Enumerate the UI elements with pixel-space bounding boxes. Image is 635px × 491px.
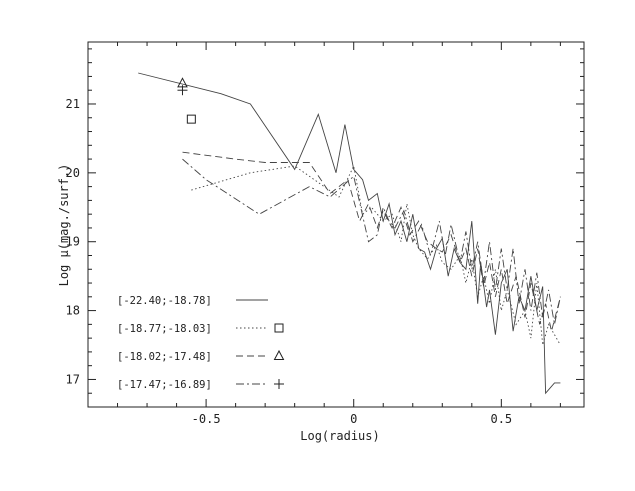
series-line-4: [182, 158, 561, 325]
legend-marker-2: [274, 323, 284, 333]
x-tick-label: 0.5: [490, 412, 512, 426]
y-axis-label: Log μ(mag./surf.): [57, 164, 71, 287]
y-tick-label: 21: [66, 97, 80, 111]
x-tick-label: -0.5: [192, 412, 221, 426]
series-marker-2: [186, 114, 196, 124]
series-line-1: [138, 72, 561, 395]
y-tick-label: 17: [66, 372, 80, 386]
legend: [-22.40;-18.78] [-18.77;-18.03] [-18.02;-1…: [117, 295, 285, 391]
y-tick-label: 20: [66, 166, 80, 180]
legend-label-3: [-18.02;-17.48]: [117, 351, 212, 363]
series-line-2: [191, 164, 561, 346]
series-line-3: [182, 151, 561, 332]
x-axis-label: Log(radius): [300, 429, 379, 443]
series-marker-4: [177, 85, 188, 96]
plot-frame: [87, 41, 585, 408]
axis-ticks: -0.5 0 0.5 17 18 19 20 21: [66, 42, 584, 426]
legend-marker-4: [274, 379, 284, 389]
y-tick-label: 19: [66, 235, 80, 249]
legend-label-2: [-18.77;-18.03]: [117, 323, 212, 335]
legend-label-4: [-17.47;-16.89]: [117, 379, 212, 391]
legend-label-1: [-22.40;-18.78]: [117, 295, 212, 307]
legend-marker-3: [273, 349, 285, 360]
x-tick-label: 0: [350, 412, 357, 426]
y-tick-label: 18: [66, 304, 80, 318]
series-layer: [138, 72, 561, 395]
